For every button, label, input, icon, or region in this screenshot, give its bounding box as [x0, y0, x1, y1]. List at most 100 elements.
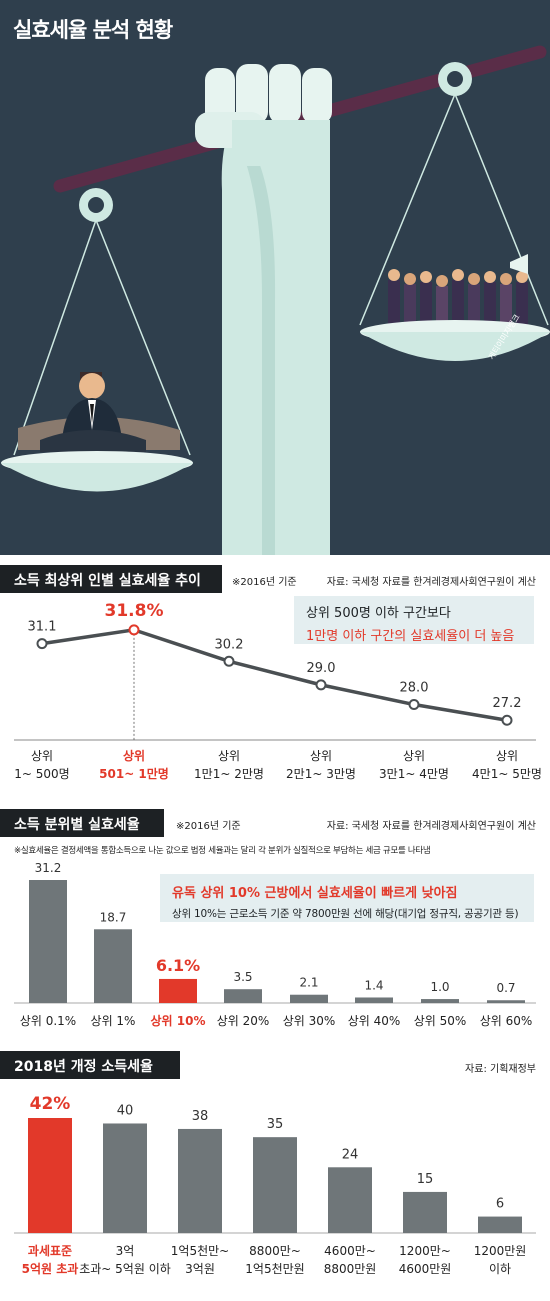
x-tick-label: 상위: [123, 748, 145, 763]
data-label: 18.7: [100, 910, 127, 924]
data-label: 3.5: [233, 970, 252, 984]
x-tick-label: 상위: [31, 749, 53, 763]
callout-text-2: 상위 10%는 근로소득 기준 약 7800만원 선에 해당(대기업 정규직, …: [172, 908, 519, 920]
x-tick-label: 상위: [496, 749, 518, 763]
data-label: 31.8%: [105, 601, 164, 621]
data-point: [223, 655, 235, 667]
x-tick-label: 상위 10%: [151, 1013, 206, 1028]
data-label: 40: [117, 1103, 134, 1118]
x-tick-label: 8800만원: [324, 1262, 377, 1276]
x-tick-label: 3만1~ 4만명: [379, 767, 449, 781]
data-label: 27.2: [493, 696, 522, 711]
x-tick-label: 3억원: [185, 1262, 215, 1276]
x-tick-label: 상위: [218, 749, 240, 763]
seated-businessman-icon: [40, 372, 146, 452]
data-label: 1.4: [364, 978, 383, 992]
section1-note: ※2016년 기준: [232, 577, 297, 588]
x-tick-label: 상위 50%: [414, 1014, 467, 1028]
bar: [159, 978, 197, 1003]
x-tick-label: 4만1~ 5만명: [472, 767, 542, 781]
x-tick-label: 상위: [310, 749, 332, 763]
bar: [94, 929, 132, 1003]
line-chart-top-earners: 31.1 상위 1~ 500명 31.8% 상위 501~ 1만명 30.2 상위 1만1~ 2…: [14, 601, 542, 781]
page-title: 실효세율 분석 현황: [13, 18, 173, 42]
x-tick-label: 4600만~: [324, 1244, 376, 1258]
x-tick-label: 과세표준: [28, 1243, 72, 1258]
x-tick-label: 1억5천만원: [245, 1261, 304, 1276]
data-point: [408, 699, 420, 711]
x-tick-label: 이하: [489, 1262, 511, 1276]
section2-title: 소득 분위별 실효세율: [0, 809, 164, 837]
x-tick-label: 8800만~: [249, 1244, 301, 1258]
callout-text-1: 유독 상위 10% 근방에서 실효세율이 빠르게 낮아짐: [172, 886, 458, 901]
bar: [403, 1191, 447, 1233]
bar: [421, 999, 459, 1003]
x-tick-label: 1200만원: [474, 1244, 527, 1258]
x-tick-label: 상위 60%: [480, 1014, 533, 1028]
data-label: 42%: [30, 1094, 71, 1114]
bar: [29, 880, 67, 1003]
section3-source: 자료: 기획재정부: [465, 1064, 536, 1075]
bar-chart-income-percentile: 31.2 상위 0.1% 18.7 상위 1% 6.1% 상위 10% 3.5 상위 20% 2…: [14, 861, 536, 1028]
bar: [328, 1167, 372, 1233]
x-tick-label: 1200만~: [399, 1244, 451, 1258]
x-tick-label: 상위 40%: [348, 1014, 401, 1028]
bar: [478, 1216, 522, 1233]
bar: [253, 1137, 297, 1233]
data-label: 35: [267, 1117, 284, 1132]
data-label: 15: [417, 1172, 434, 1187]
section1-title: 소득 최상위 인별 실효세율 추이: [0, 565, 222, 593]
data-label: 24: [342, 1147, 359, 1162]
section2-footnote: ※실효세율은 결정세액을 통합소득으로 나눈 값으로 법정 세율과는 달리 각 …: [14, 846, 431, 856]
section1-source: 자료: 국세청 자료를 한겨레경제사회연구원이 계산: [326, 577, 536, 588]
x-tick-label: 1~ 500명: [14, 767, 69, 781]
left-scale-pan: [1, 188, 193, 492]
crowd-of-workers-icon: [388, 254, 528, 325]
x-tick-label: 1억5천만~: [171, 1243, 229, 1258]
data-label: 28.0: [400, 681, 429, 696]
x-tick-label: 상위 20%: [217, 1014, 270, 1028]
hero-illustration: 실효세율 분석 현황 게티이미지뱅크: [0, 0, 550, 555]
bar: [355, 997, 393, 1003]
data-point: [315, 679, 327, 691]
bar: [224, 989, 262, 1003]
x-tick-label: 상위 30%: [283, 1014, 336, 1028]
bar: [487, 1000, 525, 1003]
bar: [178, 1128, 222, 1233]
section3-title: 2018년 개정 소득세율: [0, 1051, 180, 1079]
section2-note: ※2016년 기준: [176, 821, 241, 832]
bar: [290, 994, 328, 1003]
data-label: 31.2: [35, 861, 62, 875]
data-label: 29.0: [307, 661, 336, 676]
callout-text-1: 상위 500명 이하 구간보다: [306, 606, 451, 621]
data-label: 1.0: [430, 980, 449, 994]
bar: [28, 1118, 72, 1233]
callout-text-2: 1만명 이하 구간의 실효세율이 더 높음: [306, 629, 515, 644]
x-tick-label: 501~ 1만명: [99, 766, 169, 781]
section2-source: 자료: 국세청 자료를 한겨레경제사회연구원이 계산: [326, 821, 536, 832]
data-label: 38: [192, 1109, 209, 1124]
data-label: 0.7: [496, 981, 515, 995]
x-tick-label: 4600만원: [399, 1262, 452, 1276]
data-point: [501, 714, 513, 726]
data-label: 6: [496, 1197, 504, 1212]
x-tick-label: 2만1~ 3만명: [286, 767, 356, 781]
right-scale-pan: [359, 62, 550, 361]
data-label: 31.1: [28, 620, 57, 635]
x-tick-label: 초과~ 5억원 이하: [79, 1262, 171, 1276]
data-label: 6.1%: [156, 956, 200, 975]
section1-callout: 상위 500명 이하 구간보다 1만명 이하 구간의 실효세율이 더 높음: [294, 596, 534, 644]
x-tick-label: 5억원 초과: [22, 1261, 79, 1276]
x-tick-label: 1만1~ 2만명: [194, 767, 264, 781]
x-tick-label: 3억: [116, 1244, 135, 1258]
raised-fist-icon: [195, 64, 332, 555]
x-tick-label: 상위 1%: [91, 1014, 136, 1028]
scale-illustration: [1, 45, 550, 555]
data-point: [36, 638, 48, 650]
data-point: [128, 624, 140, 636]
x-tick-label: 상위 0.1%: [20, 1014, 76, 1028]
data-label: 2.1: [299, 976, 318, 990]
x-tick-label: 상위: [403, 749, 425, 763]
